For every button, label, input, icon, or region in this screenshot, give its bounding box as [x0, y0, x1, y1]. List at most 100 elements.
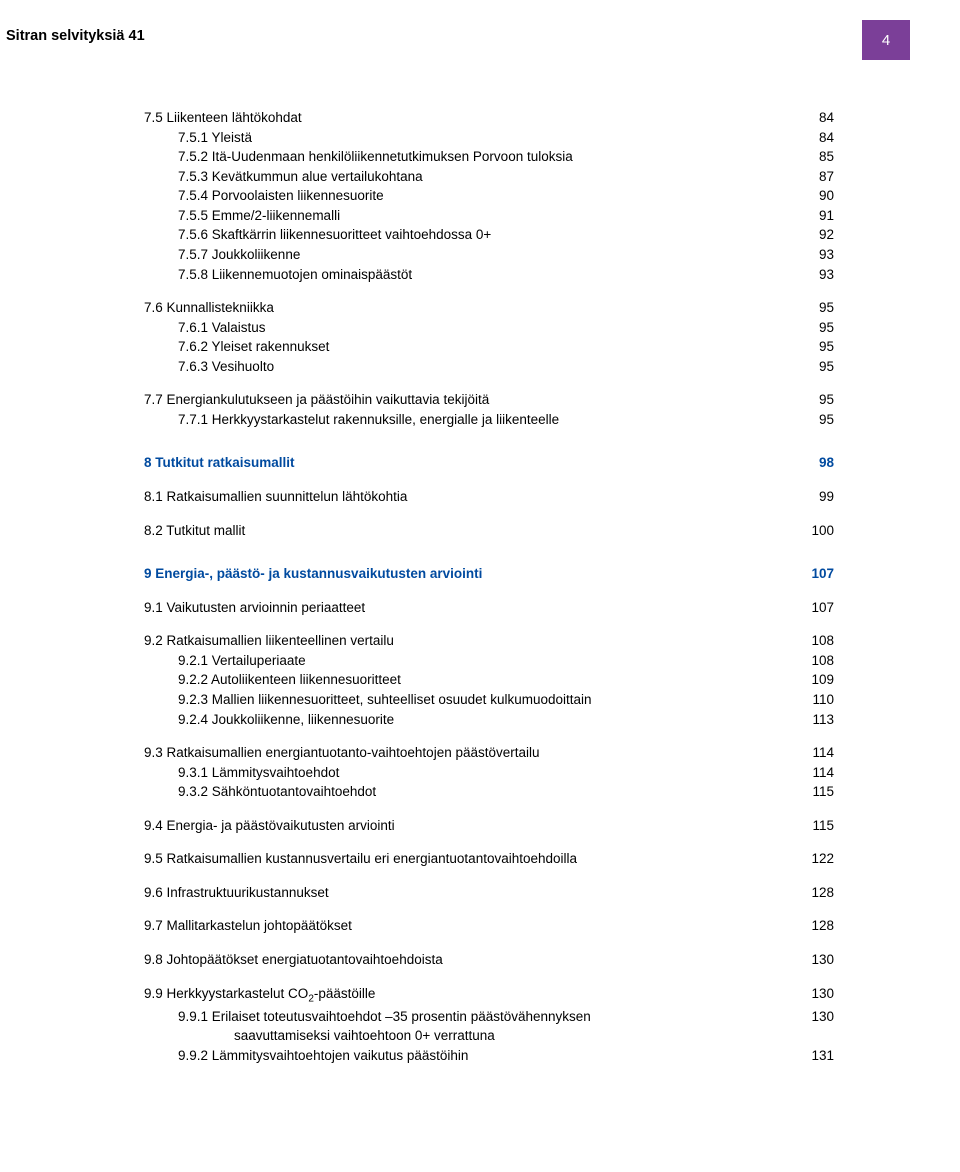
toc-page: 131: [790, 1046, 834, 1066]
toc-label: 9.9.1 Erilaiset toteutusvaihtoehdot –35 …: [178, 1007, 790, 1046]
toc-entry: 9.3.1 Lämmitysvaihtoehdot114: [144, 763, 834, 783]
toc-label: 8.1 Ratkaisumallien suunnittelun lähtöko…: [144, 487, 790, 507]
toc-page: 110: [790, 690, 834, 710]
toc-page: 84: [790, 128, 834, 148]
toc-page: 114: [790, 743, 834, 763]
toc-entry: 9.7 Mallitarkastelun johtopäätökset128: [144, 916, 834, 936]
toc-label: 9.2 Ratkaisumallien liikenteellinen vert…: [144, 631, 790, 651]
toc-entry: 9 Energia-, päästö- ja kustannusvaikutus…: [144, 564, 834, 584]
toc-page: 115: [790, 816, 834, 836]
toc-entry: 7.6 Kunnallistekniikka95: [144, 298, 834, 318]
toc-page: 87: [790, 167, 834, 187]
toc-entry: 9.2.3 Mallien liikennesuoritteet, suhtee…: [144, 690, 834, 710]
toc-label: 8 Tutkitut ratkaisumallit: [144, 453, 790, 473]
toc-page: 130: [790, 1007, 834, 1027]
toc-entry: 9.4 Energia- ja päästövaikutusten arvioi…: [144, 816, 834, 836]
toc-page: 122: [790, 849, 834, 869]
toc-label: 7.5 Liikenteen lähtökohdat: [144, 108, 790, 128]
toc-label: 7.5.6 Skaftkärrin liikennesuoritteet vai…: [178, 225, 790, 245]
toc-page: 109: [790, 670, 834, 690]
toc-page: 128: [790, 883, 834, 903]
toc-label: 7.5.2 Itä-Uudenmaan henkilöliikennetutki…: [178, 147, 790, 167]
toc-page: 95: [790, 318, 834, 338]
toc-label: 9 Energia-, päästö- ja kustannusvaikutus…: [144, 564, 790, 584]
toc-page: 98: [790, 453, 834, 473]
toc-entry: 7.5.5 Emme/2-liikennemalli91: [144, 206, 834, 226]
toc-label: 9.2.2 Autoliikenteen liikennesuoritteet: [178, 670, 790, 690]
toc-entry: 7.5.3 Kevätkummun alue vertailukohtana87: [144, 167, 834, 187]
toc-entry: 9.2.2 Autoliikenteen liikennesuoritteet1…: [144, 670, 834, 690]
toc-label: 7.6.1 Valaistus: [178, 318, 790, 338]
page-number: 4: [882, 32, 890, 49]
toc-page: 93: [790, 265, 834, 285]
toc-label: 9.2.1 Vertailuperiaate: [178, 651, 790, 671]
toc-page: 92: [790, 225, 834, 245]
document-header: Sitran selvityksiä 41: [0, 28, 960, 44]
toc-entry: 8.1 Ratkaisumallien suunnittelun lähtöko…: [144, 487, 834, 507]
toc-page: 115: [790, 782, 834, 802]
toc-page: 108: [790, 651, 834, 671]
toc-entry: 9.2.4 Joukkoliikenne, liikennesuorite113: [144, 710, 834, 730]
toc-entry: 7.7 Energiankulutukseen ja päästöihin va…: [144, 390, 834, 410]
toc-label: 7.5.1 Yleistä: [178, 128, 790, 148]
toc-label: 7.5.3 Kevätkummun alue vertailukohtana: [178, 167, 790, 187]
toc-entry: 9.9.1 Erilaiset toteutusvaihtoehdot –35 …: [144, 1007, 834, 1046]
toc-label: 8.2 Tutkitut mallit: [144, 521, 790, 541]
toc-entry: 7.5.6 Skaftkärrin liikennesuoritteet vai…: [144, 225, 834, 245]
toc-label: 9.3 Ratkaisumallien energiantuotanto-vai…: [144, 743, 790, 763]
toc-entry: 8 Tutkitut ratkaisumallit98: [144, 453, 834, 473]
toc-page: 107: [790, 598, 834, 618]
toc-entry: 9.3 Ratkaisumallien energiantuotanto-vai…: [144, 743, 834, 763]
toc-label: 9.5 Ratkaisumallien kustannusvertailu er…: [144, 849, 790, 869]
toc-page: 95: [790, 390, 834, 410]
toc-entry: 7.7.1 Herkkyystarkastelut rakennuksille,…: [144, 410, 834, 430]
toc-entry: 9.8 Johtopäätökset energiatuotantovaihto…: [144, 950, 834, 970]
toc-label: 7.5.8 Liikennemuotojen ominaispäästöt: [178, 265, 790, 285]
toc-entry: 7.5 Liikenteen lähtökohdat84: [144, 108, 834, 128]
toc-entry: 9.1 Vaikutusten arvioinnin periaatteet10…: [144, 598, 834, 618]
toc-label: 9.7 Mallitarkastelun johtopäätökset: [144, 916, 790, 936]
toc-label: 9.2.4 Joukkoliikenne, liikennesuorite: [178, 710, 790, 730]
toc-label: 7.6 Kunnallistekniikka: [144, 298, 790, 318]
toc-label: 9.1 Vaikutusten arvioinnin periaatteet: [144, 598, 790, 618]
toc-page: 113: [790, 710, 834, 730]
toc-entry: 7.5.1 Yleistä84: [144, 128, 834, 148]
page-number-badge: 4: [862, 20, 910, 60]
toc-page: 107: [790, 564, 834, 584]
toc-entry: 9.2 Ratkaisumallien liikenteellinen vert…: [144, 631, 834, 651]
toc-page: 90: [790, 186, 834, 206]
toc-page: 95: [790, 410, 834, 430]
toc-page: 85: [790, 147, 834, 167]
toc-entry: 9.5 Ratkaisumallien kustannusvertailu er…: [144, 849, 834, 869]
toc-label: 9.9.2 Lämmitysvaihtoehtojen vaikutus pää…: [178, 1046, 790, 1066]
toc-page: 95: [790, 337, 834, 357]
toc-label: 7.5.7 Joukkoliikenne: [178, 245, 790, 265]
toc-entry: 8.2 Tutkitut mallit100: [144, 521, 834, 541]
toc-label: 7.6.2 Yleiset rakennukset: [178, 337, 790, 357]
toc-entry: 7.5.4 Porvoolaisten liikennesuorite90: [144, 186, 834, 206]
toc-page: 99: [790, 487, 834, 507]
toc-page: 130: [790, 984, 834, 1004]
toc-page: 130: [790, 950, 834, 970]
toc-label: 7.7 Energiankulutukseen ja päästöihin va…: [144, 390, 790, 410]
toc-entry: 7.5.7 Joukkoliikenne93: [144, 245, 834, 265]
toc-label: 7.6.3 Vesihuolto: [178, 357, 790, 377]
toc-page: 93: [790, 245, 834, 265]
toc-label: 7.5.4 Porvoolaisten liikennesuorite: [178, 186, 790, 206]
toc-label: 9.4 Energia- ja päästövaikutusten arvioi…: [144, 816, 790, 836]
toc-entry: 7.5.2 Itä-Uudenmaan henkilöliikennetutki…: [144, 147, 834, 167]
toc-entry: 9.9.2 Lämmitysvaihtoehtojen vaikutus pää…: [144, 1046, 834, 1066]
toc-page: 84: [790, 108, 834, 128]
toc-label: 9.9 Herkkyystarkastelut CO2-päästöille: [144, 984, 790, 1007]
toc-entry: 7.6.1 Valaistus95: [144, 318, 834, 338]
table-of-contents: 7.5 Liikenteen lähtökohdat847.5.1 Yleist…: [144, 108, 834, 1065]
toc-page: 114: [790, 763, 834, 783]
toc-page: 95: [790, 357, 834, 377]
toc-entry: 9.3.2 Sähköntuotantovaihtoehdot115: [144, 782, 834, 802]
toc-page: 108: [790, 631, 834, 651]
toc-label: 9.8 Johtopäätökset energiatuotantovaihto…: [144, 950, 790, 970]
toc-entry: 9.9 Herkkyystarkastelut CO2-päästöille13…: [144, 984, 834, 1007]
toc-label: 9.6 Infrastruktuurikustannukset: [144, 883, 790, 903]
header-title: Sitran selvityksiä 41: [0, 28, 960, 44]
toc-label: 9.2.3 Mallien liikennesuoritteet, suhtee…: [178, 690, 790, 710]
